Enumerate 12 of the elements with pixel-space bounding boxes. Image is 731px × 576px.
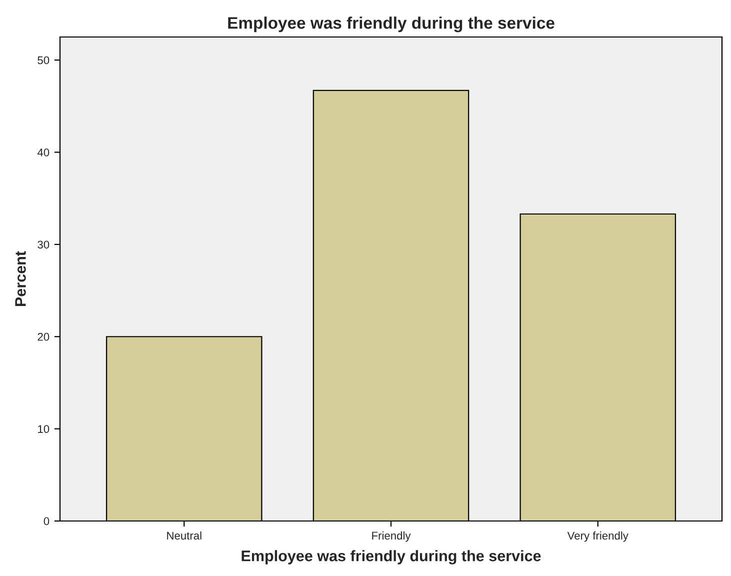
y-tick-label: 50	[38, 56, 50, 64]
x-tick-label: Very friendly	[567, 531, 628, 542]
y-tick-label: 30	[38, 240, 50, 249]
x-tick-label: Friendly	[372, 531, 411, 542]
y-tick-label: 0	[44, 517, 50, 526]
y-tick-label: 40	[37, 148, 50, 156]
x-tick-label: Neutral	[167, 531, 202, 540]
y-tick-label: 10	[38, 425, 50, 433]
chart-title: Employee was friendly during the service	[228, 16, 554, 32]
x-axis-title: Employee was friendly during the service	[242, 550, 541, 564]
y-tick-label: 20	[38, 332, 50, 341]
y-axis-title: Percent	[15, 251, 26, 306]
